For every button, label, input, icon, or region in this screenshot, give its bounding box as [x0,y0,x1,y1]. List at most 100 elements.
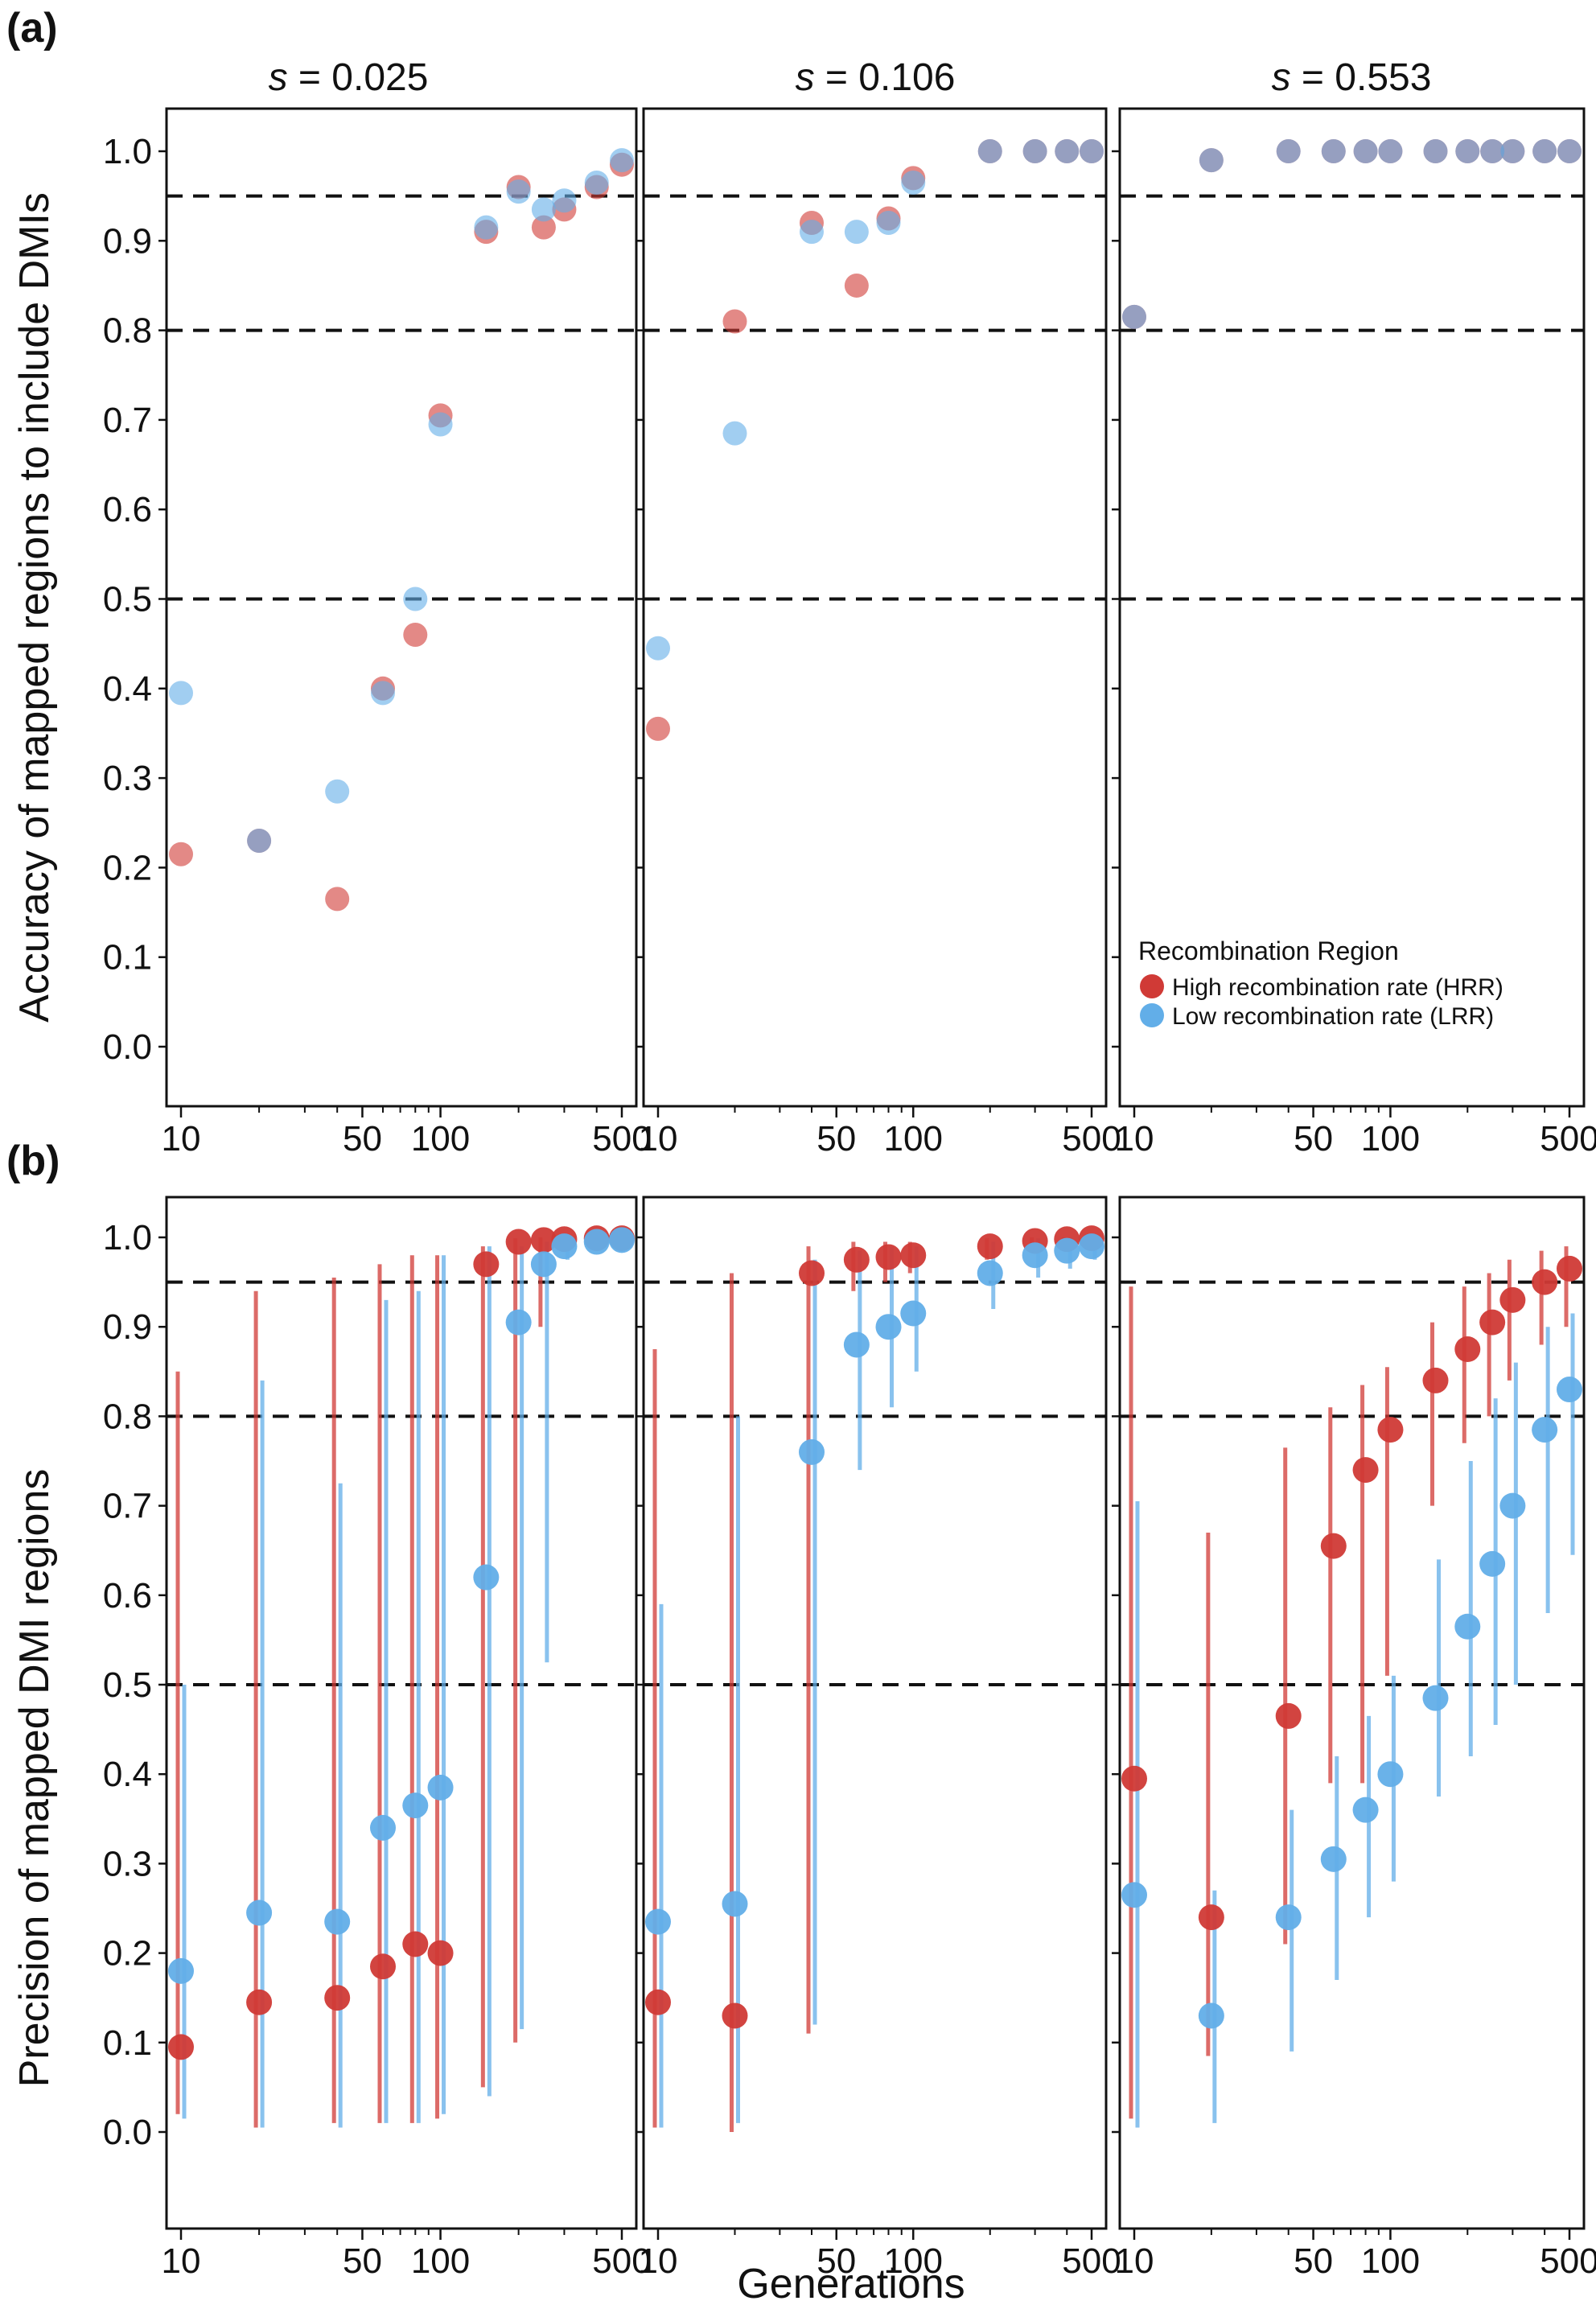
panel-a-3: 10 50 100 500 [1112,107,1596,1159]
legend-marker-hrr [1140,974,1164,998]
panel-b-2-point-hrr-2 [799,1260,825,1286]
panel-a-3-point-lrr-0 [1122,304,1146,329]
panel-b-1-point-lrr-1 [246,1899,273,1926]
x-tick-label: 10 [1115,2241,1154,2281]
panel-b-3-point-hrr-10 [1532,1269,1558,1295]
y-tick-label: 0.2 [103,848,152,887]
panel-a-label: (a) [6,5,58,51]
x-tick-label: 500 [1062,2241,1121,2281]
x-tick-label: 10 [639,1119,678,1159]
y-axis-title-a: Accuracy of mapped regions to include DM… [11,192,58,1023]
panel-b-1-point-hrr-4 [402,1931,429,1957]
panel-b-3: 10 50 100 500 [1112,1196,1596,2281]
y-tick-label: 0.7 [103,1487,152,1526]
x-tick-label: 500 [592,2241,651,2281]
panel-b-3-point-hrr-1 [1198,1904,1224,1931]
legend: Recombination Region High recombination … [1138,936,1503,1030]
panel-a-2-point-lrr-7 [1022,139,1047,163]
panel-a-1-point-lrr-11 [610,148,634,173]
panel-b-1-point-lrr-11 [609,1227,635,1253]
column-title-3: s = 0.553 [1272,56,1432,99]
panel-b-1-point-hrr-3 [369,1953,396,1980]
panel-b-3-point-lrr-3 [1320,1846,1347,1872]
panel-a-1-frame [165,107,638,1108]
panel-a-1-point-lrr-5 [428,412,453,437]
panel-a-1-point-lrr-6 [474,215,499,240]
panel-a-2-point-lrr-0 [646,636,670,661]
panel-b-2-frame [642,1196,1108,2230]
panel-b-3-point-lrr-5 [1377,1761,1404,1788]
panel-a-2: 10 50 100 500 [636,107,1121,1159]
y-tick-label: 0.6 [103,1576,152,1615]
panel-a-1-point-lrr-7 [506,179,531,204]
panel-b-3-point-lrr-8 [1479,1550,1506,1577]
x-tick-label: 500 [592,1119,651,1159]
panel-b-2-point-lrr-5 [900,1300,927,1327]
panel-b-1-point-lrr-6 [473,1564,500,1591]
panel-b-1-point-hrr-5 [427,1940,454,1966]
panel-a-2-point-lrr-2 [800,220,825,245]
panel-b-3-point-hrr-11 [1557,1255,1582,1282]
panel-b-3-point-lrr-2 [1275,1904,1302,1931]
y-tick-label: 0.7 [103,401,152,440]
panel-a-1-point-hrr-2 [325,887,350,912]
y-tick-label: 0.0 [103,2113,152,2152]
panel-a-1-point-lrr-0 [169,681,193,706]
x-tick-label: 100 [1361,2241,1420,2281]
panel-b-1-point-lrr-3 [369,1814,396,1841]
panel-b-2: 10 50 100 500 [636,1196,1121,2281]
panel-a-3-frame [1118,107,1586,1108]
panel-b-2-point-hrr-1 [722,2002,748,2029]
panel-a-3-point-lrr-1 [1199,148,1224,173]
y-tick-label: 0.1 [103,2023,152,2063]
panel-a-3-point-lrr-6 [1423,139,1448,163]
y-tick-label: 1.0 [103,1218,152,1257]
panel-b-1-point-hrr-0 [168,2034,194,2060]
x-tick-label: 50 [1294,1119,1333,1159]
panel-b-1-point-lrr-8 [530,1251,557,1278]
panel-a-1-point-lrr-10 [584,170,609,195]
panel-a-1: 0.0 0.1 0.2 0.3 0.4 0.5 0.6 0.7 0.8 0.9 1.0 10 50 100… [103,107,652,1159]
panel-b-3-point-hrr-6 [1422,1367,1449,1393]
x-tick-label: 100 [884,2241,943,2281]
panel-b-2-point-lrr-3 [843,1331,870,1358]
x-tick-label: 500 [1062,1119,1121,1159]
y-tick-label: 0.3 [103,759,152,798]
panel-a-1-point-lrr-9 [552,188,577,213]
panel-a-2-point-lrr-5 [901,170,926,195]
panel-a-2-point-hrr-0 [646,716,670,741]
x-tick-label: 100 [884,1119,943,1159]
x-tick-label: 10 [162,1119,201,1159]
panel-b-3-point-hrr-5 [1377,1417,1404,1443]
panel-a-3-point-lrr-8 [1480,139,1505,163]
panel-b-1-point-lrr-9 [551,1233,578,1260]
panel-b-2-point-hrr-0 [645,1989,671,2015]
y-tick-label: 0.9 [103,221,152,261]
panel-b-3-point-lrr-9 [1499,1492,1526,1519]
panel-a-1-point-hrr-4 [403,623,428,648]
x-tick-label: 50 [817,2241,856,2281]
y-tick-label: 0.6 [103,490,152,529]
y-tick-label: 0.2 [103,1934,152,1974]
y-tick-label: 0.1 [103,938,152,978]
panel-b-2-point-hrr-3 [843,1246,870,1273]
panel-b-3-point-lrr-7 [1454,1613,1481,1640]
column-title-2: s = 0.106 [796,56,956,99]
panel-b-3-point-lrr-6 [1422,1685,1449,1711]
panel-b-3-point-lrr-10 [1532,1417,1558,1443]
panel-a-1-point-lrr-8 [531,197,556,222]
y-tick-label: 1.0 [103,132,152,171]
plot-area: 0.00.10.20.30.40.50.60.70.80.91.010 50 100… [103,107,1596,2281]
panel-b-1-point-lrr-4 [402,1792,429,1819]
panel-a-3-point-lrr-7 [1455,139,1480,163]
panel-b-3-point-lrr-4 [1352,1797,1379,1823]
panel-b-2-point-lrr-6 [977,1260,1003,1286]
panel-b-2-point-hrr-5 [900,1242,927,1269]
x-tick-label: 10 [162,2241,201,2281]
x-tick-label: 10 [1115,1119,1154,1159]
x-tick-label: 10 [639,2241,678,2281]
panel-b-1-frame [165,1196,638,2230]
panel-b-1-point-lrr-5 [427,1774,454,1801]
panel-b-3-point-hrr-7 [1454,1336,1481,1362]
x-tick-label: 50 [343,2241,382,2281]
